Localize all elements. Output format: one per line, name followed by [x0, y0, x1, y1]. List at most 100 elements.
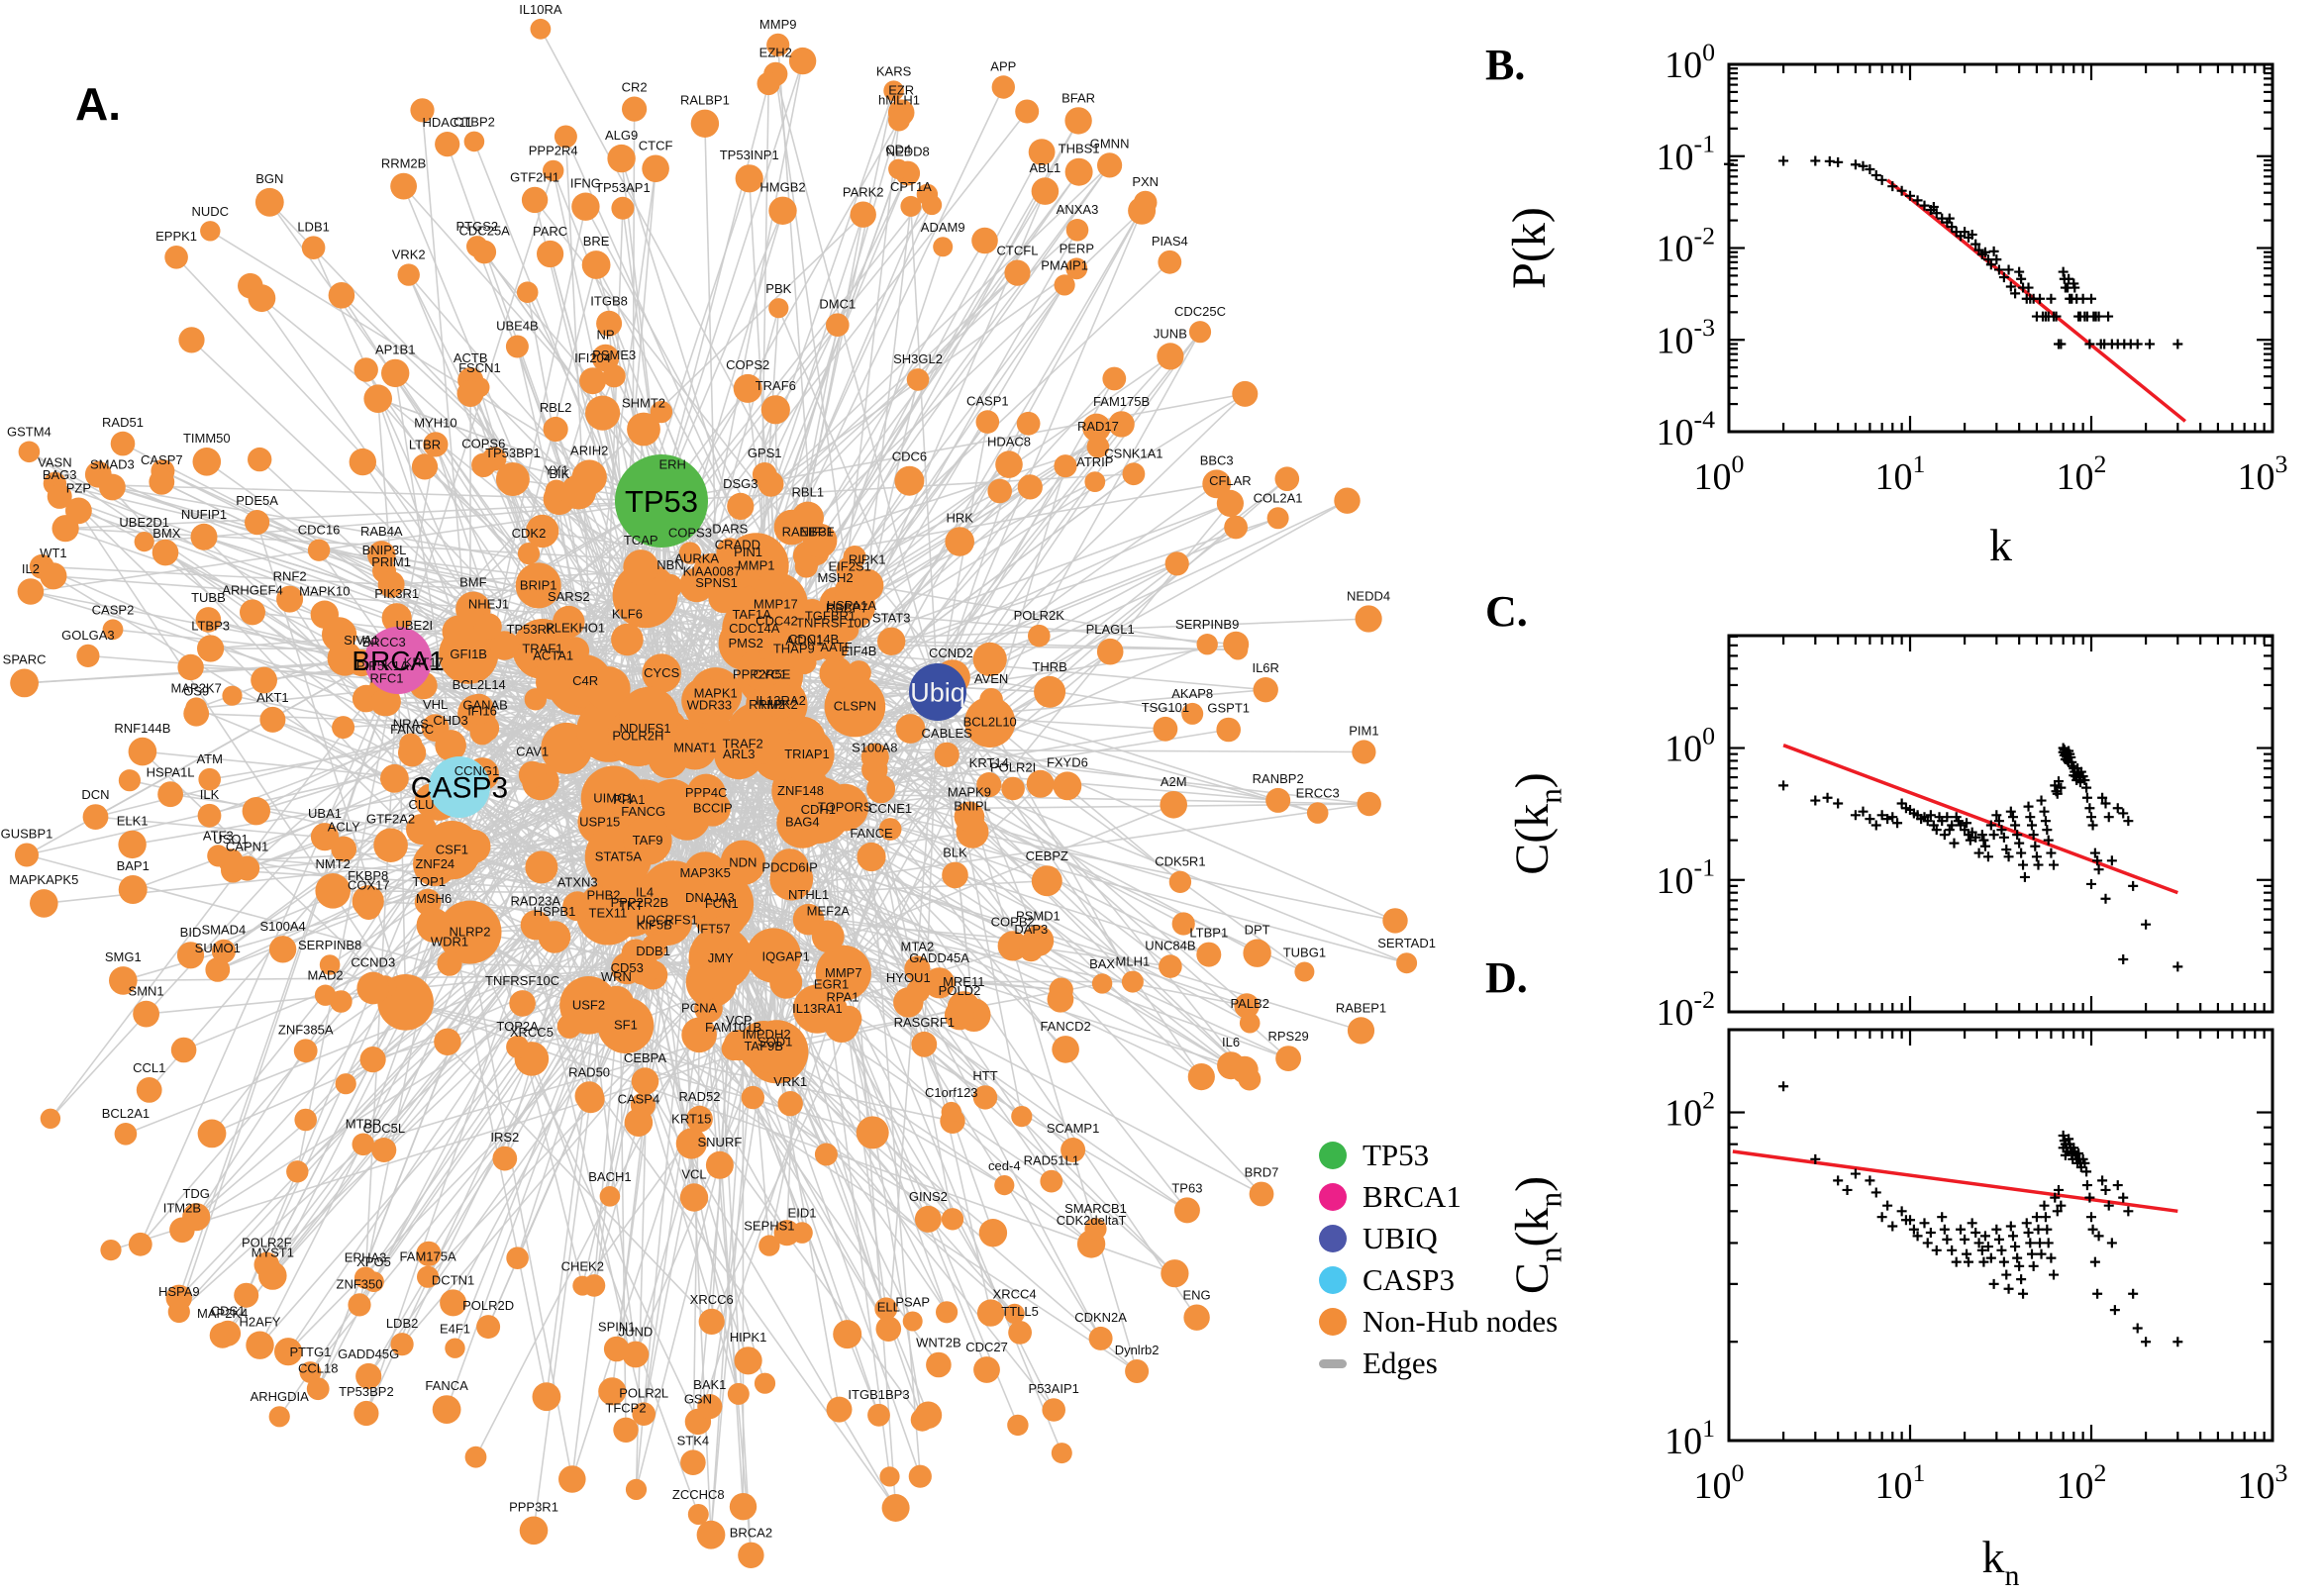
- network-node: [509, 990, 536, 1017]
- network-node: [506, 1247, 529, 1269]
- gene-label: CD4: [885, 143, 911, 157]
- data-point-marker: [2036, 795, 2047, 806]
- gene-label: ABL1: [1029, 160, 1060, 175]
- gene-label: GADD45G: [338, 1347, 399, 1361]
- network-node: [195, 607, 222, 633]
- gene-label: SMG1: [105, 949, 142, 964]
- tick-label: 10-3: [1656, 313, 1715, 361]
- network-node: [976, 772, 1002, 798]
- network-node: [773, 1220, 800, 1247]
- legend-item-edges: Edges: [1319, 1343, 1558, 1384]
- gene-label: FANCD2: [1040, 1019, 1090, 1034]
- network-node: [537, 240, 564, 268]
- network-node: [681, 677, 728, 724]
- network-node: [1016, 411, 1041, 436]
- data-point-marker: [2010, 1242, 2021, 1252]
- network-node: [814, 1143, 838, 1166]
- network-node: [895, 714, 926, 744]
- gene-label: PTGS2: [455, 219, 498, 234]
- network-node: [1017, 474, 1043, 500]
- network-node: [435, 730, 466, 761]
- network-edge: [843, 331, 1201, 974]
- network-edge: [844, 807, 897, 1509]
- gene-label: BCCIP: [693, 801, 733, 816]
- network-node: [1171, 912, 1195, 936]
- gene-label: PPP2R2B: [611, 895, 669, 910]
- gene-label: CCNE1: [868, 801, 912, 816]
- network-edge: [227, 797, 615, 1335]
- network-node: [157, 781, 184, 808]
- network-node: [30, 889, 58, 918]
- gene-label: CASP1: [966, 393, 1009, 408]
- data-point-marker: [2141, 919, 2152, 930]
- hub-tp53-label: TP53: [625, 484, 698, 519]
- network-node: [354, 1266, 377, 1289]
- gene-label: BFAR: [1061, 90, 1095, 105]
- network-node: [754, 1372, 776, 1394]
- data-point-marker: [1960, 227, 1970, 238]
- data-point-marker: [1896, 185, 1907, 196]
- gene-label: PPP4C: [685, 785, 728, 800]
- network-node: [942, 861, 968, 889]
- data-point-marker: [1973, 1238, 1984, 1248]
- network-node: [1065, 257, 1088, 280]
- data-point-marker: [1858, 806, 1868, 817]
- gene-label: BCL2A1: [102, 1106, 150, 1121]
- gene-label: IL4: [636, 885, 654, 900]
- network-node: [625, 1478, 648, 1500]
- data-point-marker: [2086, 293, 2096, 304]
- gene-label: MAPKAPK5: [9, 872, 78, 887]
- gene-label: TOP2A: [496, 1019, 539, 1034]
- network-edge: [644, 324, 839, 596]
- gene-label: PERP: [1060, 241, 1094, 255]
- network-node: [623, 816, 672, 865]
- network-node: [354, 1400, 379, 1427]
- gene-label: CDK2deltaT: [1057, 1213, 1127, 1228]
- data-point-marker: [1979, 841, 1990, 851]
- network-edge: [397, 659, 548, 1397]
- network-node: [110, 431, 136, 456]
- network-node: [941, 1101, 961, 1123]
- network-node: [17, 578, 45, 605]
- network-edge: [571, 892, 646, 1480]
- network-node: [207, 845, 230, 867]
- network-node: [850, 201, 876, 228]
- gene-label: WDR1: [431, 935, 468, 949]
- gene-label: DPT: [1245, 923, 1270, 938]
- network-edge: [403, 185, 776, 605]
- network-node: [526, 514, 559, 549]
- gene-label: TRAF6: [756, 378, 796, 393]
- gene-label: RAD23A: [511, 893, 561, 908]
- network-hubs: TP53 BRCA1 Ubiq CASP3: [352, 454, 966, 818]
- network-node: [1352, 740, 1376, 764]
- data-point-marker: [2093, 311, 2104, 322]
- gene-label: ANXA3: [1057, 202, 1099, 217]
- network-node: [602, 364, 626, 388]
- gene-label: SMAD3: [90, 457, 135, 472]
- data-point-marker: [2051, 311, 2062, 322]
- data-point-marker: [1919, 200, 1930, 211]
- data-point-marker: [2018, 1288, 2029, 1299]
- network-node: [1196, 942, 1222, 967]
- data-point-marker: [1842, 1184, 1853, 1195]
- gene-label: PSAP: [895, 1294, 930, 1309]
- data-point-marker: [1937, 1212, 1948, 1223]
- gene-label: IFNG: [570, 176, 601, 191]
- network-node: [268, 936, 297, 963]
- network-node: [434, 1028, 461, 1056]
- network-node: [315, 873, 352, 909]
- network-node: [792, 649, 817, 674]
- data-point-marker: [1988, 246, 1999, 256]
- data-point-marker: [2028, 830, 2039, 841]
- network-node: [411, 453, 439, 480]
- gene-label: PCNA: [681, 1001, 717, 1016]
- gene-label: SCAMP1: [1047, 1121, 1099, 1136]
- network-edge: [247, 500, 662, 869]
- network-node: [623, 549, 659, 585]
- data-point-marker: [2058, 1130, 2069, 1141]
- network-node: [15, 843, 39, 867]
- network-node: [1011, 1106, 1033, 1128]
- network-node: [301, 236, 326, 259]
- network-node: [1275, 1046, 1301, 1071]
- network-node: [1164, 551, 1189, 576]
